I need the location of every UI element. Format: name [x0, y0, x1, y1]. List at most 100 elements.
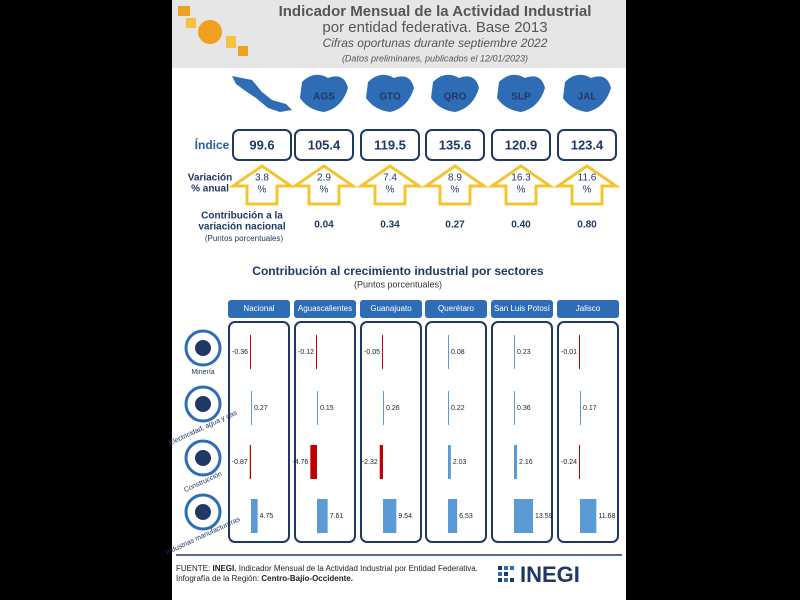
column-frame	[425, 321, 487, 543]
variation-value: 2.9	[317, 173, 331, 184]
column-header-label: Aguascalientes	[298, 304, 352, 313]
column-frame	[228, 321, 290, 543]
sector-value: 13.59	[535, 513, 553, 520]
footer-region: Infografía de la Región: Centro-Bajío-Oc…	[176, 574, 353, 583]
region-label: Infografía de la Región:	[176, 574, 259, 583]
header-band	[172, 0, 626, 68]
region-label: SLP	[511, 92, 531, 103]
contribution-value: 0.34	[380, 220, 400, 231]
sector-value: 4.75	[260, 513, 274, 520]
column-frame	[360, 321, 422, 543]
sector-label: Minería	[191, 369, 214, 376]
sector-icon-inner	[195, 450, 211, 466]
sector-value: 0.23	[517, 349, 531, 356]
variation-unit: %	[583, 185, 592, 196]
sector-value: 0.36	[517, 405, 531, 412]
sector-value: 6.53	[459, 513, 473, 520]
variation-value: 3.8	[255, 173, 269, 184]
column-header-label: Jalisco	[576, 304, 601, 313]
source-text: Indicador Mensual de la Actividad Indust…	[239, 564, 478, 573]
subtitle: Cifras oportunas durante septiembre 2022	[323, 36, 548, 50]
variation-unit: %	[258, 185, 267, 196]
sectors-subtitle: (Puntos porcentuales)	[354, 279, 442, 289]
contribution-sublabel: (Puntos porcentuales)	[205, 234, 284, 243]
sector-bar	[316, 335, 317, 369]
region-map	[431, 74, 479, 112]
variation-label: Variación	[188, 173, 232, 184]
sector-bar	[514, 445, 518, 479]
footer-logo-mark	[498, 566, 514, 582]
variation-unit: %	[451, 185, 460, 196]
index-box	[360, 129, 420, 161]
region-label: JAL	[578, 92, 597, 103]
column-header	[425, 300, 487, 318]
variation-arrow	[228, 164, 296, 206]
column-header	[491, 300, 553, 318]
sector-value: 11.68	[598, 513, 615, 520]
sector-value: 0.27	[254, 405, 268, 412]
sector-bar	[249, 445, 251, 479]
variation-unit: %	[517, 185, 526, 196]
sector-value: 7.61	[330, 513, 344, 520]
variation-value: 7.4	[383, 173, 397, 184]
sector-bar	[448, 335, 449, 369]
map-mexico	[232, 76, 292, 112]
column-header-label: San Luis Potosí	[494, 304, 551, 313]
sector-bar	[317, 499, 328, 533]
sector-bar	[448, 499, 458, 533]
column-frame	[491, 321, 553, 543]
sector-bar	[251, 499, 258, 533]
sector-icon-inner	[195, 504, 211, 520]
note: (Datos preliminares, publicados el 12/01…	[342, 53, 528, 63]
header-logo	[178, 6, 248, 56]
column-header	[228, 300, 290, 318]
region-maps	[300, 74, 611, 112]
column-frame	[294, 321, 356, 543]
variation-arrow	[421, 164, 489, 206]
sector-value: 0.22	[451, 405, 465, 412]
column-frame	[557, 321, 619, 543]
variation-value: 11.6	[578, 173, 597, 184]
source-org: INEGI.	[212, 564, 236, 573]
index-box	[232, 129, 292, 161]
footer-logo: INEGI	[520, 562, 580, 587]
variation-unit: %	[386, 185, 395, 196]
index-value: 119.5	[374, 137, 406, 152]
sector-bar	[580, 391, 581, 425]
title-line: Indicador Mensual de la Actividad Indust…	[279, 3, 592, 20]
region-label: QRO	[444, 92, 467, 103]
column-header	[557, 300, 619, 318]
variation-arrow	[487, 164, 555, 206]
sector-value: 0.26	[386, 405, 400, 412]
sector-bar	[514, 335, 515, 369]
sector-bar	[514, 499, 534, 533]
sector-value: -0.36	[232, 349, 248, 356]
sector-bar	[580, 499, 597, 533]
sector-value: 2.03	[453, 459, 467, 466]
variation-arrow	[553, 164, 621, 206]
contribution-label: variación nacional	[198, 222, 285, 233]
sector-bar	[382, 335, 383, 369]
variation-value: 8.9	[448, 173, 462, 184]
footer-source: FUENTE: INEGI. Indicador Mensual de la A…	[176, 564, 478, 573]
index-box	[491, 129, 551, 161]
variation-arrow	[356, 164, 424, 206]
index-value: 99.6	[249, 137, 274, 152]
column-header-label: Nacional	[243, 304, 274, 313]
sector-value: -0.87	[232, 459, 248, 466]
sector-bar	[514, 391, 515, 425]
sector-bar	[383, 391, 384, 425]
source-label: FUENTE:	[176, 564, 210, 573]
region-map	[300, 74, 348, 112]
region-name: Centro-Bajío-Occidente.	[261, 574, 353, 583]
region-label: GTO	[379, 92, 401, 103]
sector-value: 0.15	[320, 405, 334, 412]
index-value: 123.4	[571, 137, 604, 152]
title-line: por entidad federativa. Base 2013	[322, 19, 547, 36]
index-box	[425, 129, 485, 161]
sector-value: 0.17	[583, 405, 597, 412]
index-box	[557, 129, 617, 161]
region-map	[366, 74, 414, 112]
sector-value: 9.54	[398, 513, 412, 520]
